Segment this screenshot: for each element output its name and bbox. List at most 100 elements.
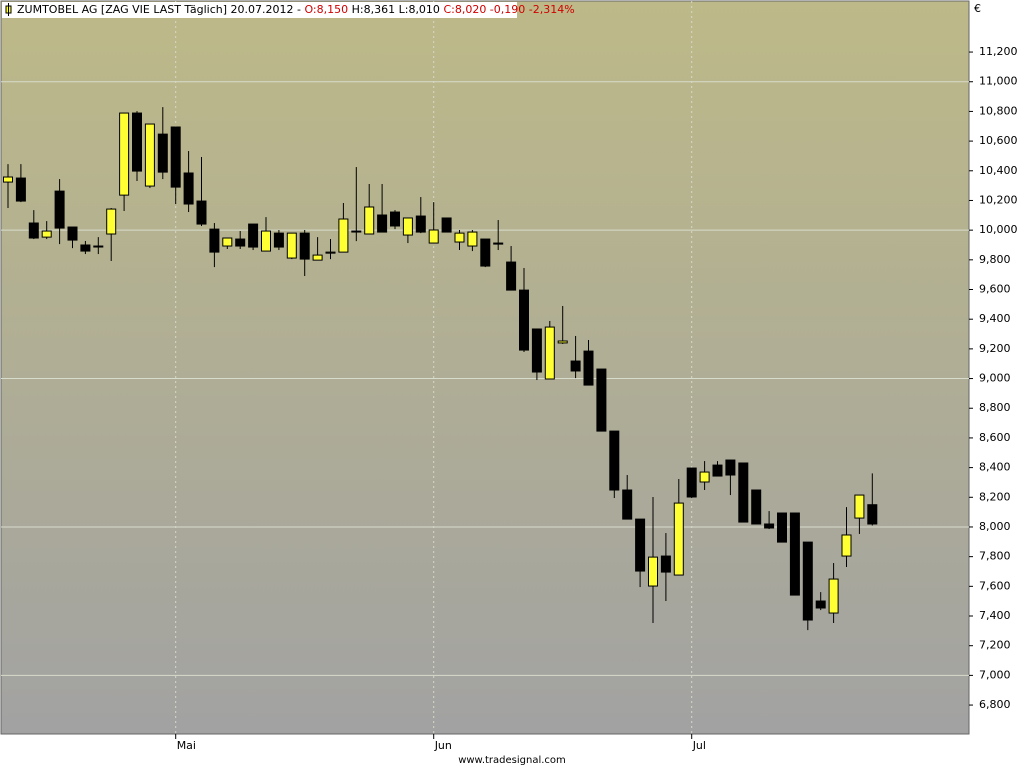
candle-body — [712, 464, 723, 477]
candle-body — [673, 502, 684, 576]
candle-body — [802, 541, 813, 621]
candle-body — [815, 600, 826, 609]
candle-body — [635, 518, 646, 572]
candle-body — [493, 242, 504, 245]
y-tick-label: 10,200 — [979, 193, 1018, 206]
candle-body — [777, 512, 787, 543]
header-close: C:8,020 -0,190 -2,314% — [443, 3, 574, 16]
candle-body — [93, 245, 104, 248]
y-tick-label: 8,800 — [979, 401, 1011, 414]
candle-body — [583, 350, 594, 386]
candle-body — [480, 238, 491, 267]
candle-body — [441, 217, 452, 233]
y-tick-label: 7,800 — [979, 550, 1011, 563]
candle-body — [415, 215, 426, 233]
candle-body — [841, 534, 852, 557]
candle-body — [557, 340, 568, 344]
candle-body — [106, 208, 117, 235]
candle-body — [299, 232, 310, 260]
header: ZUMTOBEL AG [ZAG VIE LAST Täglich] 20.07… — [17, 3, 575, 16]
x-tick-label: Mai — [177, 739, 196, 752]
candle-body — [789, 512, 800, 596]
chart-layer — [1, 1, 969, 734]
candle-body — [15, 177, 26, 202]
candle-body — [828, 578, 839, 614]
y-tick-label: 10,400 — [979, 164, 1018, 177]
candle-body — [609, 430, 620, 491]
y-tick-label: 9,600 — [979, 283, 1011, 296]
candle-body — [325, 251, 336, 254]
y-axis-label: € — [974, 2, 981, 15]
y-tick-label: 8,400 — [979, 461, 1011, 474]
y-tick-label: 9,200 — [979, 342, 1011, 355]
candle-body — [648, 556, 658, 587]
candle-body — [41, 230, 52, 238]
y-tick-label: 7,200 — [979, 639, 1011, 652]
candle-body — [286, 232, 297, 259]
candle-body — [312, 254, 323, 261]
candle-body — [157, 133, 168, 173]
candle-body — [390, 211, 400, 227]
y-tick-label: 10,000 — [979, 223, 1018, 236]
candle-body — [183, 172, 194, 205]
candle-body — [377, 214, 388, 233]
candle-body — [506, 261, 517, 291]
candle-body — [428, 229, 439, 244]
candle-body — [867, 504, 878, 525]
candle-body — [686, 467, 697, 498]
candle-body — [54, 190, 65, 229]
candle-body — [273, 232, 284, 248]
candle-body — [531, 328, 542, 373]
y-tick-label: 11,000 — [979, 75, 1018, 88]
candle-body — [132, 112, 142, 172]
y-tick-label: 8,200 — [979, 490, 1011, 503]
header-name: ZUMTOBEL AG [ZAG VIE LAST Täglich] 20.07… — [17, 3, 301, 16]
candle-body — [544, 326, 555, 380]
y-tick-label: 8,600 — [979, 431, 1011, 444]
y-tick-label: 8,000 — [979, 520, 1011, 533]
candle-body — [80, 244, 91, 252]
candle-body — [248, 223, 259, 248]
candle-body — [119, 112, 130, 196]
candle-body — [170, 126, 181, 188]
y-tick-label: 10,600 — [979, 134, 1018, 147]
y-tick-label: 7,400 — [979, 609, 1011, 622]
candle-body — [751, 489, 762, 525]
candle-body — [338, 218, 349, 253]
candle-body — [28, 222, 39, 239]
candle-body — [261, 230, 271, 252]
candle-body — [854, 494, 865, 519]
candle-body — [660, 555, 671, 573]
y-tick-label: 6,800 — [979, 698, 1011, 711]
candle-body — [209, 228, 220, 253]
x-tick-label: Jul — [692, 739, 706, 752]
candle-body — [454, 232, 465, 243]
plot-area — [0, 0, 970, 735]
candle-body — [402, 217, 413, 236]
y-tick-label: 10,800 — [979, 104, 1018, 117]
y-tick-label: 9,000 — [979, 372, 1011, 385]
candle-body — [67, 226, 78, 241]
candle-body — [622, 489, 633, 520]
candle-body — [764, 523, 775, 529]
candle-body — [738, 462, 749, 523]
candle-body — [467, 231, 478, 247]
candle-body — [364, 206, 375, 235]
candle-body — [196, 200, 207, 225]
footer: www.tradesignal.com — [458, 755, 566, 766]
candle-body — [351, 230, 362, 233]
candle-body — [222, 237, 233, 247]
candle-body — [725, 459, 736, 476]
candle-body — [144, 123, 155, 187]
y-tick-label: 7,600 — [979, 579, 1011, 592]
y-tick-label: 11,200 — [979, 45, 1018, 58]
y-tick-label: 7,000 — [979, 668, 1011, 681]
candle-body — [570, 360, 581, 372]
candle-body — [519, 289, 529, 351]
header-high-low: H:8,361 L:8,010 — [352, 3, 440, 16]
header-background — [2, 2, 517, 18]
x-tick-label: Jun — [434, 739, 452, 752]
candle-body — [3, 176, 13, 183]
